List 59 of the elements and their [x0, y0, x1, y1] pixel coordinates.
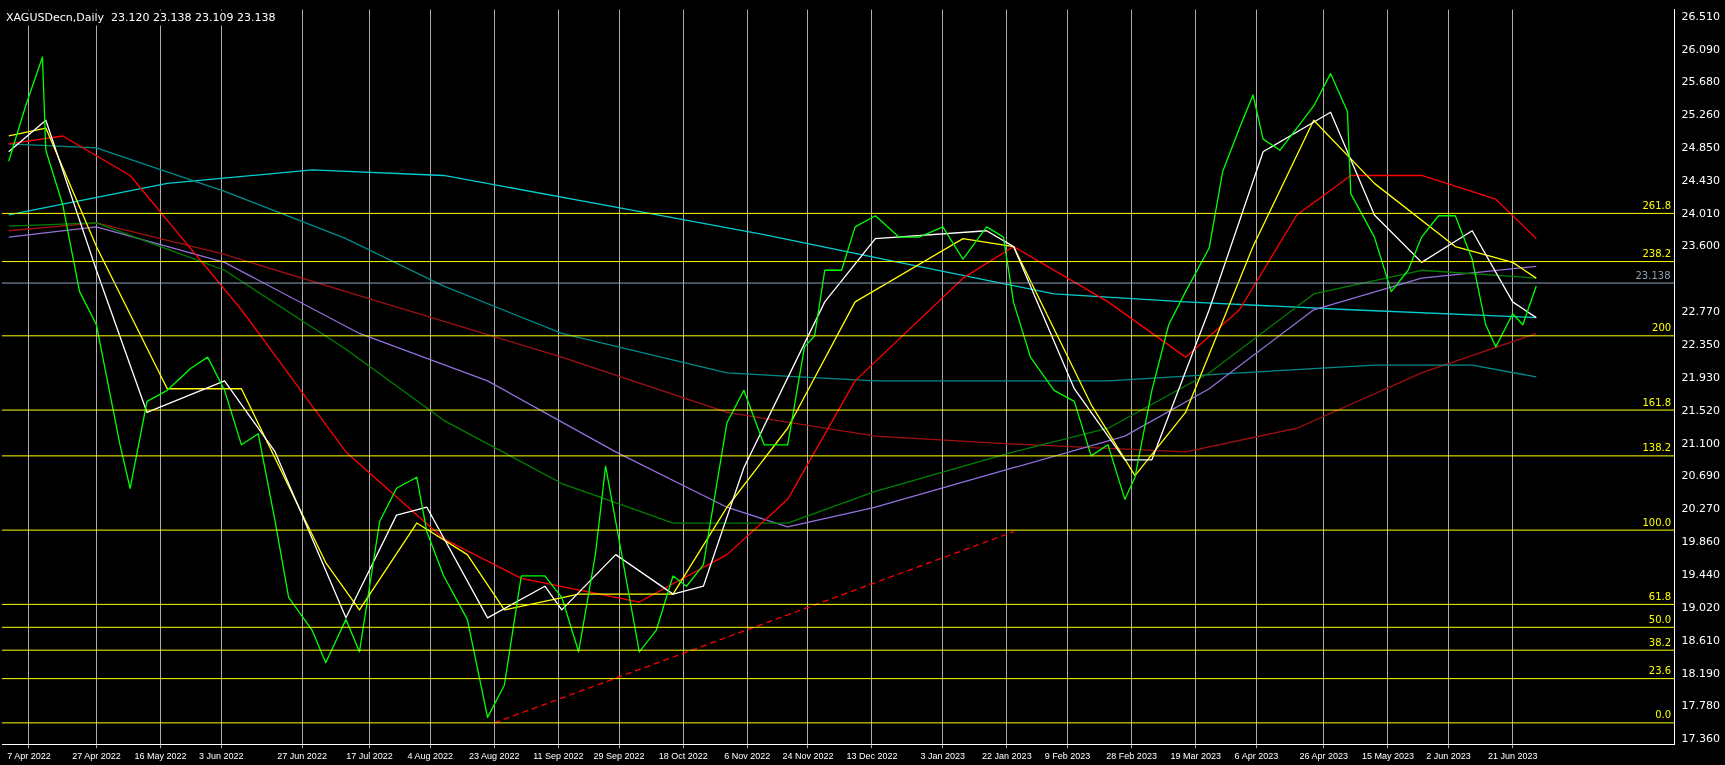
y-tick-label: 26.510	[1681, 9, 1721, 23]
y-tick-label: 17.360	[1681, 732, 1721, 746]
y-tick-label: 19.860	[1681, 534, 1721, 548]
y-tick-label: 18.190	[1681, 666, 1721, 680]
annotation: 50.0	[1648, 613, 1672, 625]
x-tick-label: 28 Feb 2023	[1106, 751, 1157, 762]
x-tick-label: 4 Aug 2022	[407, 751, 454, 762]
y-tick-label: 21.930	[1681, 371, 1721, 385]
x-tick-label: 21 Jun 2023	[1487, 751, 1538, 762]
x-tick-label: 29 Sep 2022	[593, 751, 645, 762]
y-tick-label: 24.430	[1681, 173, 1721, 187]
y-tick-label: 20.270	[1681, 502, 1721, 516]
x-tick-label: 24 Nov 2022	[782, 751, 834, 762]
x-tick-label: 27 Apr 2022	[72, 751, 121, 762]
x-tick-label: 3 Jun 2022	[198, 751, 244, 762]
x-tick-label: 9 Feb 2023	[1044, 751, 1091, 762]
chart-title: XAGUSDecn,Daily 23.120 23.138 23.109 23.138	[6, 10, 276, 24]
y-tick-label: 22.350	[1681, 338, 1721, 352]
y-tick-label: 21.520	[1681, 403, 1721, 417]
x-tick-label: 11 Sep 2022	[533, 751, 584, 762]
x-tick-label: 2 Jun 2023	[1426, 751, 1471, 762]
annotation: 138.2	[1642, 442, 1672, 454]
annotation: 100.0	[1642, 516, 1672, 528]
annotation: 200	[1652, 322, 1672, 334]
x-tick-label: 19 Mar 2023	[1170, 751, 1221, 762]
y-tick-label: 26.090	[1681, 42, 1721, 56]
x-tick-label: 18 Oct 2022	[658, 751, 708, 762]
y-tick-label: 19.440	[1681, 568, 1721, 582]
x-tick-label: 6 Apr 2023	[1234, 751, 1279, 762]
y-tick-label: 21.100	[1681, 436, 1721, 450]
x-tick-label: 27 Jun 2022	[277, 751, 327, 762]
y-tick-label: 22.770	[1681, 304, 1721, 318]
y-tick-label: 20.690	[1681, 469, 1721, 483]
x-tick-label: 23 Aug 2022	[469, 751, 520, 762]
y-tick-label: 17.780	[1681, 699, 1721, 713]
y-tick-label: 23.600	[1681, 239, 1721, 253]
y-tick-label: 25.680	[1681, 75, 1721, 89]
x-tick-label: 7 Apr 2022	[7, 751, 51, 762]
annotation: 0.0	[1655, 709, 1672, 721]
x-tick-label: 17 Jul 2022	[346, 751, 393, 762]
annotation: 61.8	[1648, 590, 1672, 602]
x-tick-label: 26 Apr 2023	[1299, 751, 1349, 762]
x-tick-label: 13 Dec 2022	[846, 751, 898, 762]
annotation: 238.2	[1642, 248, 1672, 260]
annotation: 261.8	[1642, 199, 1672, 211]
x-tick-label: 22 Jan 2023	[982, 751, 1032, 762]
y-tick-label: 24.010	[1681, 207, 1721, 221]
x-tick-label: 3 Jan 2023	[920, 751, 966, 762]
y-tick-label: 19.020	[1681, 601, 1721, 615]
x-tick-label: 6 Nov 2022	[724, 751, 771, 762]
y-tick-label: 25.260	[1681, 108, 1721, 122]
annotation: 23.6	[1648, 665, 1672, 677]
y-tick-label: 18.610	[1681, 633, 1721, 647]
y-tick-label: 24.850	[1681, 140, 1721, 154]
x-tick-label: 16 May 2022	[134, 751, 187, 762]
ref-line-label: 23.138	[1635, 269, 1671, 281]
annotation: 38.2	[1648, 636, 1672, 648]
annotation: 161.8	[1642, 396, 1672, 408]
x-tick-label: 15 May 2023	[1361, 751, 1414, 762]
